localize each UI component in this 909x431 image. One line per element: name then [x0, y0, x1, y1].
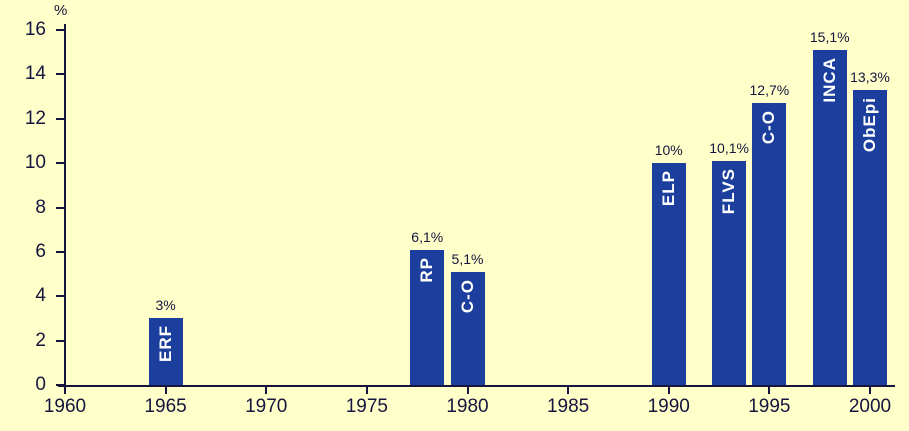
- bar-name-label: ERF: [155, 325, 175, 363]
- y-axis-line: [64, 24, 66, 387]
- x-axis-tick: [365, 385, 368, 394]
- x-axis-tick: [869, 385, 871, 394]
- bar-flvs: FLVS: [712, 160, 747, 385]
- y-axis-tick: [56, 206, 65, 209]
- y-axis-tick: [56, 339, 65, 342]
- plot-area: 0 2 4 6 8 10 12 14 16 1960 1965 1970 1975 1980 1985 199…: [25, 19, 891, 417]
- bar-c-o: C-O: [450, 271, 485, 385]
- y-axis-tick-label: 16: [24, 19, 46, 40]
- y-axis-tick: [56, 117, 65, 120]
- x-axis-tick-label: 2000: [848, 396, 892, 417]
- bar-c-o: C-O: [752, 103, 787, 385]
- y-axis-tick: [56, 295, 65, 298]
- x-axis-tick-label: 1970: [245, 396, 288, 417]
- y-axis-tick-label: 8: [35, 196, 46, 218]
- x-axis-tick-label: 1965: [144, 396, 187, 417]
- bar-obepi: ObEpi: [853, 89, 887, 385]
- y-axis-tick: [56, 29, 65, 31]
- bar-value-label: 10,1%: [709, 139, 749, 156]
- x-axis-tick: [567, 385, 570, 394]
- bar-rp: RP: [410, 249, 445, 385]
- bar-value-label: 3%: [155, 297, 176, 314]
- bar-name-label: ELP: [658, 170, 678, 207]
- x-axis-tick: [466, 385, 469, 394]
- bar-value-label: 12,7%: [749, 82, 790, 99]
- x-axis-tick: [64, 385, 66, 394]
- y-axis-tick: [56, 162, 65, 165]
- y-axis-tick: [56, 250, 65, 253]
- bar-value-label: 6,1%: [411, 228, 444, 245]
- x-axis-tick-label: 1995: [748, 396, 791, 417]
- bar-erf: ERF: [148, 318, 183, 385]
- x-axis-tick-label: 1985: [546, 396, 590, 417]
- x-axis-line: [58, 385, 895, 387]
- y-axis-tick-label: 0: [35, 374, 46, 395]
- y-axis-tick: [56, 384, 65, 386]
- bar-name-label: C-O: [457, 278, 477, 314]
- bar-name-label: ObEpi: [860, 96, 879, 152]
- y-axis-tick-label: 4: [35, 285, 46, 307]
- x-axis-tick-label: 1960: [43, 396, 87, 417]
- x-axis-tick: [768, 385, 771, 394]
- x-axis-tick: [164, 385, 167, 394]
- bar-name-label: C-O: [759, 110, 779, 145]
- x-axis-tick-label: 1980: [446, 396, 489, 417]
- bar-elp: ELP: [651, 163, 686, 385]
- bar-value-label: 5,1%: [451, 250, 484, 267]
- y-axis-tick-label: 6: [35, 240, 46, 262]
- y-axis-unit-label: %: [54, 2, 68, 19]
- bar-value-label: 13,3%: [850, 68, 890, 85]
- x-axis-tick: [265, 385, 268, 394]
- x-axis-tick-label: 1975: [345, 396, 389, 417]
- y-axis-tick-label: 2: [35, 329, 46, 351]
- x-axis-tick: [667, 385, 670, 394]
- y-axis-tick: [56, 73, 65, 76]
- bar-value-label: 15,1%: [809, 28, 850, 45]
- bar-value-label: 10%: [654, 142, 683, 159]
- y-axis-tick-label: 14: [24, 63, 46, 85]
- y-axis-tick-label: 10: [24, 152, 46, 174]
- bar-name-label: FLVS: [719, 167, 739, 215]
- y-axis-tick-label: 12: [24, 107, 46, 129]
- bar-inca: INCA: [812, 49, 847, 385]
- x-axis-tick-label: 1990: [647, 396, 690, 417]
